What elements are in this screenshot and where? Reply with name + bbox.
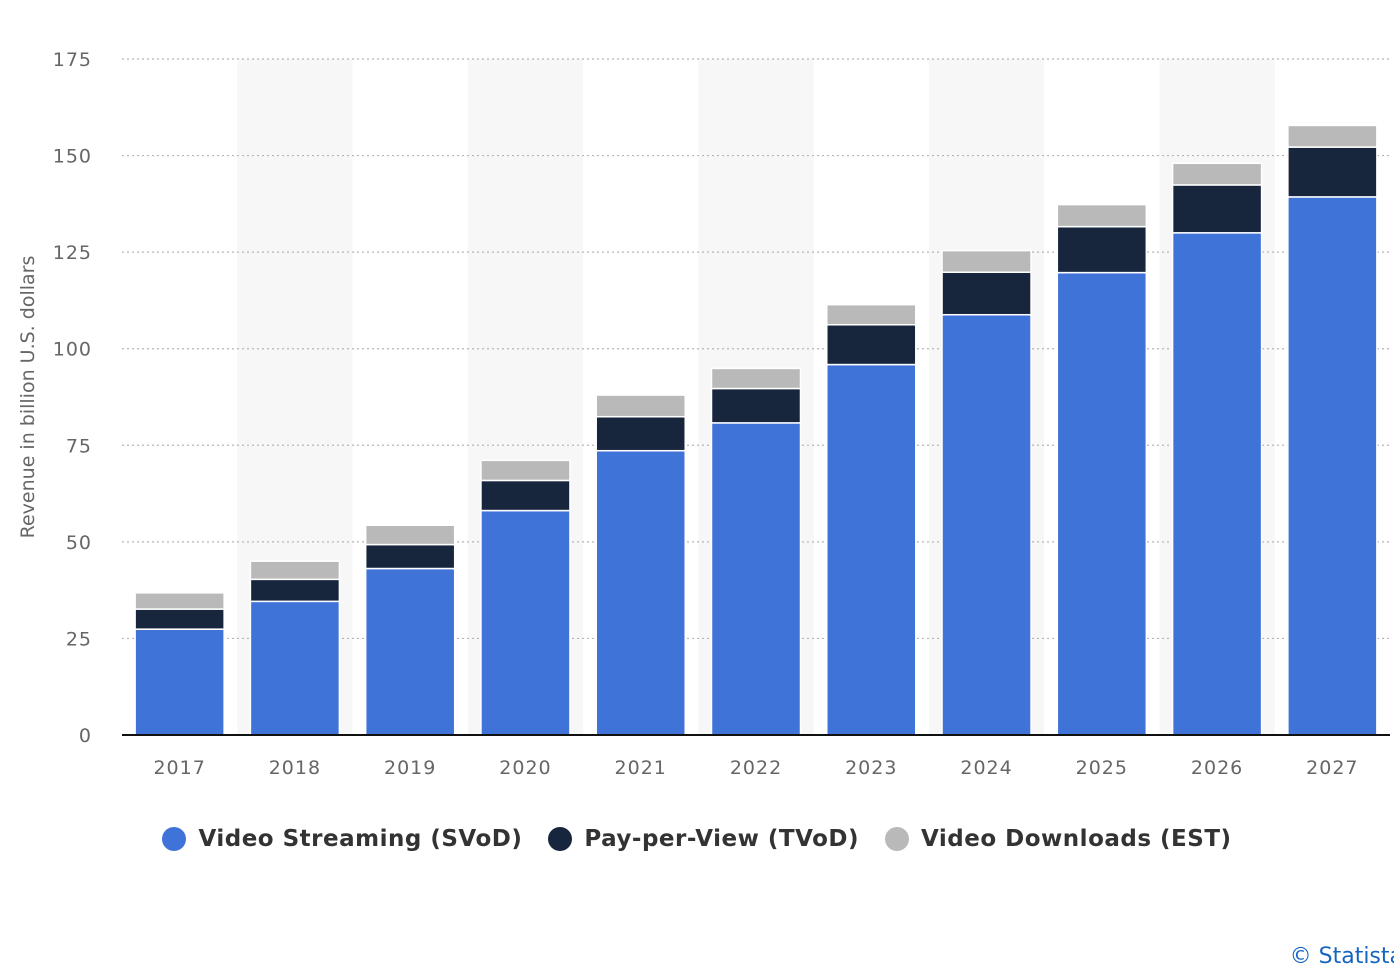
x-tick-label: 2020 [499, 757, 551, 779]
bar-2022-series-0[interactable] [710, 422, 802, 736]
legend-label-svod: Video Streaming (SVoD) [198, 826, 523, 852]
legend-label-tvod: Pay-per-View (TVoD) [584, 826, 860, 852]
bar-2022-series-1[interactable] [710, 387, 802, 424]
bar-2019-series-1[interactable] [364, 543, 456, 570]
bar-2024-series-0[interactable] [941, 313, 1032, 736]
x-tick-label: 2023 [845, 757, 897, 779]
stacked-bar-chart: 0 25 50 75 100 125 150 175 2017 2018 2019 2020 2021… [17, 49, 1390, 779]
y-axis-label: Revenue in billion U.S. dollars [17, 256, 39, 539]
bar-2023-series-1[interactable] [826, 324, 917, 366]
y-tick-label: 75 [66, 435, 92, 457]
y-tick-label: 50 [66, 532, 92, 554]
y-tick-label: 100 [53, 339, 92, 361]
y-tick-label: 150 [53, 146, 92, 168]
bar-2021-series-1[interactable] [595, 415, 686, 452]
legend-marker-tvod [548, 827, 573, 851]
bar-2017-series-0[interactable] [134, 628, 225, 736]
legend-item-svod[interactable]: Video Streaming (SVoD) [162, 826, 522, 852]
bar-2017-series-2[interactable] [134, 592, 225, 610]
bar-2025-series-0[interactable] [1056, 271, 1148, 736]
legend-label-est: Video Downloads (EST) [921, 826, 1232, 852]
x-tick-label: 2018 [269, 757, 321, 779]
bar-2020-series-1[interactable] [480, 479, 571, 512]
bar-2027-series-0[interactable] [1287, 196, 1378, 736]
legend-marker-est [885, 827, 910, 851]
bar-2018-series-2[interactable] [249, 560, 341, 581]
x-tick-label: 2027 [1306, 757, 1358, 779]
bar-2024-series-2[interactable] [941, 249, 1032, 273]
y-tick-label: 175 [53, 49, 92, 71]
bar-2026-series-1[interactable] [1171, 184, 1263, 234]
bar-2022-series-2[interactable] [710, 367, 802, 390]
legend-marker-svod [162, 827, 187, 851]
y-tick-label: 125 [53, 242, 92, 264]
statista-credit-link[interactable]: © Statista 2 [1289, 944, 1394, 969]
x-tick-label: 2019 [384, 757, 436, 779]
bar-2018-series-0[interactable] [249, 600, 341, 736]
x-tick-label: 2026 [1191, 757, 1243, 779]
y-axis-ticks: 0 25 50 75 100 125 150 175 [53, 49, 92, 747]
y-tick-label: 0 [79, 725, 92, 747]
bar-2021-series-0[interactable] [595, 449, 686, 736]
x-tick-label: 2021 [615, 757, 667, 779]
x-tick-label: 2022 [730, 757, 782, 779]
bar-2027-series-2[interactable] [1287, 124, 1378, 148]
legend-item-est[interactable]: Video Downloads (EST) [885, 826, 1232, 852]
bar-2026-series-0[interactable] [1171, 232, 1263, 736]
bar-2025-series-1[interactable] [1056, 225, 1148, 274]
bar-2026-series-2[interactable] [1171, 162, 1263, 186]
bar-2017-series-1[interactable] [134, 608, 225, 630]
bars [134, 124, 1378, 736]
x-tick-label: 2024 [960, 757, 1012, 779]
legend: Video Streaming (SVoD) Pay-per-View (TVo… [0, 826, 1394, 852]
bar-2027-series-1[interactable] [1287, 146, 1378, 198]
x-tick-label: 2025 [1076, 757, 1128, 779]
y-tick-label: 25 [66, 628, 92, 650]
bar-2020-series-2[interactable] [480, 459, 571, 482]
bar-2020-series-0[interactable] [480, 509, 571, 736]
bar-2025-series-2[interactable] [1056, 203, 1148, 228]
x-axis-ticks: 2017 2018 2019 2020 2021 2022 2023 2024 2025 2026… [153, 757, 1358, 779]
bar-2024-series-1[interactable] [941, 271, 1032, 316]
bar-2019-series-2[interactable] [364, 524, 456, 546]
x-tick-label: 2017 [153, 757, 205, 779]
legend-item-tvod[interactable]: Pay-per-View (TVoD) [548, 826, 859, 852]
bar-2018-series-1[interactable] [249, 578, 341, 603]
bar-2023-series-2[interactable] [826, 303, 917, 326]
bar-2023-series-0[interactable] [826, 363, 917, 736]
bar-2019-series-0[interactable] [364, 567, 456, 736]
bar-2021-series-2[interactable] [595, 394, 686, 418]
